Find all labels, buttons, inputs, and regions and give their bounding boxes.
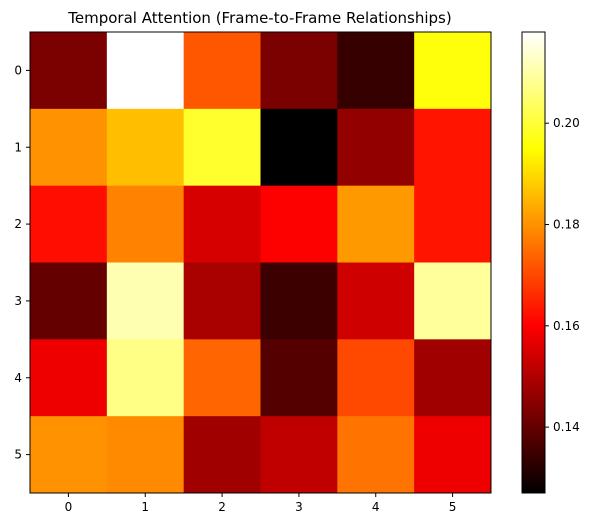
colorbar-ticks: 0.14 0.16 0.18 0.20 (545, 116, 580, 434)
heatmap-cell-2-2 (183, 185, 261, 263)
heatmap-cell-2-1 (106, 185, 185, 263)
heatmap-cell-4-2 (183, 339, 261, 417)
heatmap-cell-0-4 (337, 32, 415, 110)
heatmap-cell-3-1 (106, 262, 185, 340)
x-tick-label: 4 (372, 500, 380, 514)
heatmap-cell-0-0 (30, 32, 108, 110)
colorbar-tick-label: 0.14 (553, 420, 580, 434)
heatmap-cell-2-3 (260, 185, 338, 263)
heatmap-cell-1-0 (30, 108, 108, 187)
heatmap-cell-5-5 (414, 416, 492, 494)
heatmap-cell-4-0 (30, 339, 108, 417)
heatmap-cell-0-3 (260, 32, 338, 110)
heatmap-cell-4-5 (414, 339, 492, 417)
heatmap-cell-3-0 (30, 262, 108, 340)
plot-frame (29, 31, 492, 494)
colorbar: 0.14 0.16 0.18 0.20 (521, 31, 580, 494)
colorbar-tick-label: 0.16 (553, 319, 580, 333)
heatmap-cell-4-4 (337, 339, 415, 417)
y-tick-label: 1 (14, 140, 22, 154)
x-tick-label: 3 (295, 500, 303, 514)
heatmap-cell-5-4 (337, 416, 415, 494)
heatmap-cell-4-3 (260, 339, 338, 417)
colorbar-tick-label: 0.20 (553, 116, 580, 130)
y-axis: 0 1 2 3 4 5 (14, 63, 30, 462)
heatmap-cell-3-2 (183, 262, 261, 340)
y-tick-label: 3 (14, 294, 22, 308)
heatmap-cell-5-0 (30, 416, 108, 494)
colorbar-tick-label: 0.18 (553, 218, 580, 232)
x-tick-label: 5 (449, 500, 457, 514)
heatmap-cell-3-3 (260, 262, 338, 340)
heatmap-cell-5-2 (183, 416, 261, 494)
x-tick-label: 2 (218, 500, 226, 514)
heatmap-cell-0-1 (106, 32, 185, 110)
heatmap-cell-1-5 (414, 108, 492, 187)
heatmap-cell-1-2 (183, 108, 261, 187)
heatmap-cells (30, 32, 492, 494)
heatmap-cell-5-1 (106, 416, 185, 494)
x-tick-label: 1 (141, 500, 149, 514)
heatmap-cell-1-4 (337, 108, 415, 187)
y-tick-label: 4 (14, 371, 22, 385)
heatmap-cell-3-5 (414, 262, 492, 340)
heatmap-cell-0-2 (183, 32, 261, 110)
heatmap-cell-1-1 (106, 108, 185, 187)
heatmap-cell-2-0 (30, 185, 108, 263)
heatmap-cell-5-3 (260, 416, 338, 494)
y-tick-label: 0 (14, 63, 22, 77)
x-axis: 0 1 2 3 4 5 (65, 493, 457, 514)
heatmap-cell-2-5 (414, 185, 492, 263)
heatmap-cell-1-3 (260, 108, 338, 187)
x-tick-label: 0 (65, 500, 73, 514)
heatmap-cell-0-5 (414, 32, 492, 110)
heatmap-cell-3-4 (337, 262, 415, 340)
colorbar-gradient (521, 31, 546, 494)
y-tick-label: 2 (14, 217, 22, 231)
y-tick-label: 5 (14, 448, 22, 462)
heatmap-cell-2-4 (337, 185, 415, 263)
chart-title: Temporal Attention (Frame-to-Frame Relat… (67, 9, 451, 27)
heatmap-cell-4-1 (106, 339, 185, 417)
